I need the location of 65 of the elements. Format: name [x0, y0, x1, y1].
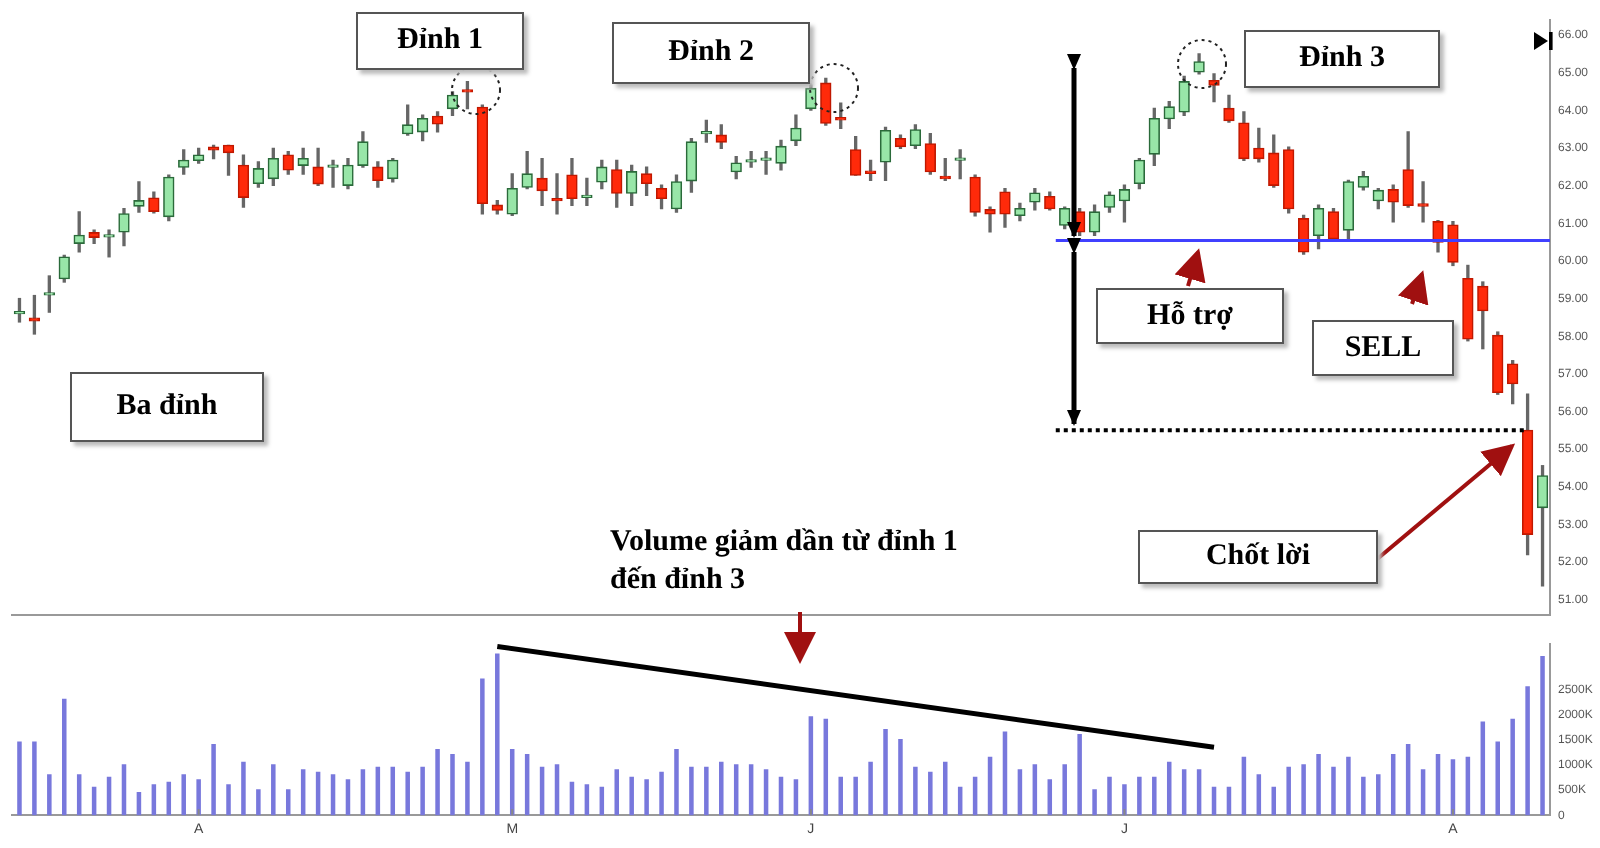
- bar: [1152, 776, 1157, 816]
- bar: [853, 776, 858, 816]
- bar: [256, 789, 261, 816]
- bar: [241, 761, 246, 816]
- candlestick: [745, 151, 757, 168]
- bar: [1361, 776, 1366, 816]
- bar: [1346, 756, 1351, 816]
- text-box: Đỉnh 1: [356, 12, 524, 70]
- bar: [1137, 776, 1142, 816]
- bar: [1301, 764, 1306, 816]
- bar: [1077, 733, 1082, 816]
- bar: [1495, 741, 1500, 816]
- bar: [405, 771, 410, 816]
- bar: [1286, 766, 1291, 816]
- bar: [47, 774, 52, 816]
- bar: [1510, 718, 1515, 816]
- text-box: SELL: [1312, 320, 1454, 376]
- bar: [32, 741, 37, 816]
- bar: [480, 678, 485, 816]
- bar: [883, 728, 888, 816]
- bar: [211, 744, 216, 816]
- bar: [704, 766, 709, 816]
- bar: [1525, 686, 1530, 816]
- bar: [614, 769, 620, 816]
- text-box: Hỗ trợ: [1096, 288, 1284, 344]
- bar: [226, 784, 231, 816]
- bar: [868, 761, 873, 816]
- bar: [1540, 655, 1545, 816]
- bar: [898, 739, 903, 816]
- bar: [1122, 784, 1127, 816]
- bar: [942, 761, 948, 816]
- bar: [17, 741, 22, 816]
- bar: [495, 653, 500, 816]
- bar: [674, 749, 679, 816]
- text-box: Đỉnh 2: [612, 22, 810, 84]
- bar: [1376, 774, 1381, 816]
- bar: [435, 749, 440, 816]
- bar: [1107, 776, 1112, 816]
- annotation: Volume giảm dần từ đỉnh 1 đến đỉnh 3: [610, 524, 960, 600]
- bar: [1316, 754, 1321, 816]
- bar: [644, 779, 649, 816]
- bar: [659, 771, 664, 816]
- bar: [465, 761, 470, 816]
- bar: [450, 754, 455, 816]
- bar: [719, 761, 724, 816]
- bar: [1271, 786, 1277, 816]
- bar: [928, 771, 933, 816]
- bar: [838, 776, 843, 816]
- text-box: Ba đỉnh: [70, 372, 264, 442]
- bar: [1062, 764, 1067, 816]
- text-box: Chốt lời: [1138, 530, 1378, 584]
- bar: [1092, 789, 1097, 816]
- bar: [271, 764, 276, 816]
- text-box: Đỉnh 3: [1244, 30, 1440, 88]
- bar: [62, 698, 67, 816]
- candlestick: [1417, 181, 1429, 223]
- bar: [629, 776, 634, 816]
- bar: [285, 789, 291, 816]
- bar: [181, 774, 186, 816]
- bar: [689, 766, 694, 816]
- bar: [196, 779, 201, 816]
- bar: [1331, 766, 1336, 816]
- candlestick: [760, 151, 772, 175]
- bar: [913, 766, 918, 816]
- bar: [420, 766, 425, 816]
